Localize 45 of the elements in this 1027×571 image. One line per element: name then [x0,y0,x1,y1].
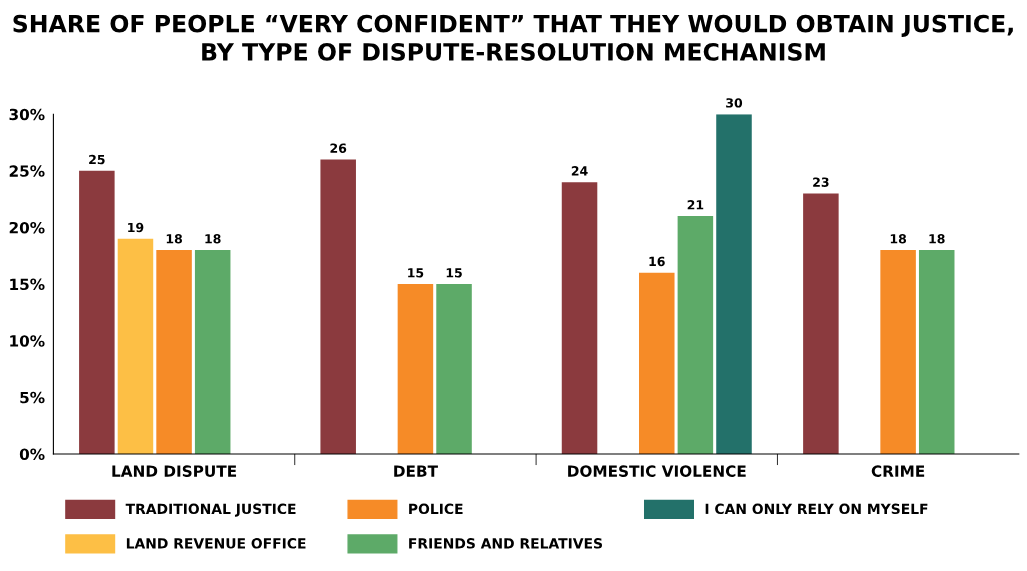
bar [918,250,955,454]
x-tick-label: CRIME [871,465,925,477]
legend-label: POLICE [409,503,463,515]
chart-title: SHARE OF PEOPLE “VERY CONFIDENT” THAT THEY WOULD OBTAIN JUSTICE, BY TYPE OF DISPUTE-RESOLUTION MECHANISM [13,14,1013,61]
x-tick-label: DOMESTIC VIOLENCE [568,465,746,477]
bar [716,114,752,454]
legend-label: FRIENDS AND RELATIVES [409,538,603,549]
bar [677,216,714,454]
y-tick-label: 0% [19,448,45,460]
bar [803,193,839,454]
y-tick-label: 15% [10,278,45,291]
bar [117,238,154,454]
bar [320,159,356,454]
data-label: 23 [813,177,829,187]
legend-label: LAND REVENUE OFFICE [126,538,306,549]
data-label: 18 [205,234,221,244]
data-label: 15 [408,268,424,278]
bar [79,170,115,454]
bar [880,250,916,454]
legend-label: I CAN ONLY RELY ON MYSELF [705,503,928,515]
data-label: 18 [890,234,907,244]
bar [639,272,675,454]
x-tick-label: DEBT [394,465,438,477]
y-tick-label: 30% [9,108,45,121]
data-label: 26 [330,143,347,153]
data-label: 25 [89,154,105,165]
data-label: 30 [726,98,743,108]
data-label: 24 [571,166,588,176]
data-label: 18 [166,234,182,244]
legend-label: TRADITIONAL JUSTICE [125,503,296,517]
x-tick-label: LAND DISPUTE [112,465,237,477]
data-label: 15 [446,268,462,278]
y-tick-label: 5% [20,391,45,404]
bar [194,250,231,454]
bar [436,284,472,454]
data-label: 21 [687,200,704,210]
y-tick-label: 20% [9,221,45,234]
data-label: 16 [649,256,665,267]
bar [397,284,434,454]
y-tick-label: 10% [10,335,45,347]
data-label: 19 [128,222,144,233]
bar [561,182,598,454]
bar [156,250,192,454]
y-tick-label: 25% [9,165,45,177]
data-label: 18 [929,234,945,244]
